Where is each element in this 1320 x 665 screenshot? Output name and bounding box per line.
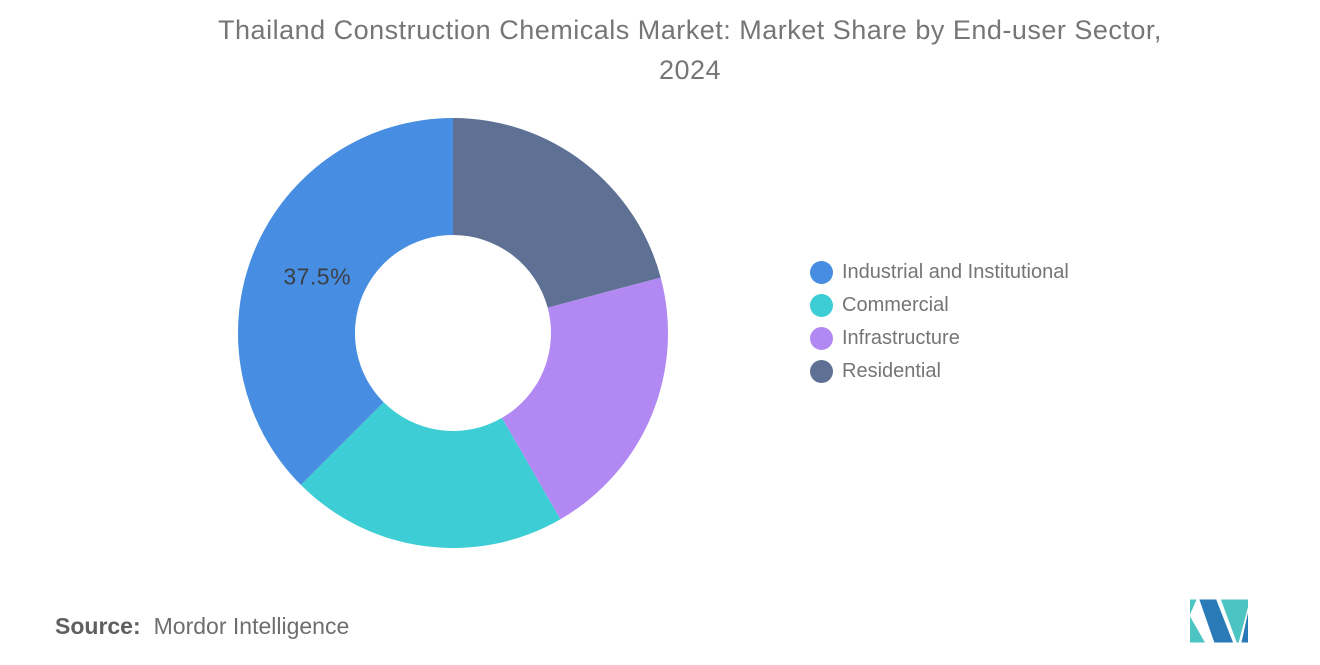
chart-title-line-1: Thailand Construction Chemicals Market: …	[218, 15, 1162, 45]
donut-slice-industrial-and-institutional[interactable]	[237, 117, 453, 486]
legend-label: Industrial and Institutional	[842, 261, 1069, 283]
donut-slice-commercial[interactable]	[300, 402, 561, 549]
legend-item-industrial-and-institutional[interactable]: Industrial and Institutional	[810, 261, 1069, 284]
donut-slice-infrastructure[interactable]	[501, 277, 669, 520]
legend-label: Residential	[842, 360, 941, 382]
legend-swatch-circle-icon	[810, 294, 833, 317]
legend-swatch-circle-icon	[810, 261, 833, 284]
chart-legend: Industrial and Institutional Commercial …	[810, 261, 1069, 383]
legend-swatch-circle-icon	[810, 360, 833, 383]
logo-shape-blue-diagonal	[1199, 599, 1234, 643]
chart-title: Thailand Construction Chemicals Market: …	[60, 10, 1320, 90]
legend-label: Commercial	[842, 294, 949, 316]
logo-shape-teal-right	[1220, 599, 1248, 643]
source-value: Mordor Intelligence	[153, 613, 350, 639]
mordor-intelligence-logo	[1190, 599, 1248, 643]
chart-title-line-2: 2024	[658, 55, 722, 85]
logo-shape-teal-bottom-left	[1190, 616, 1205, 643]
legend-swatch-circle-icon	[810, 327, 833, 350]
donut-slice-residential[interactable]	[453, 118, 661, 308]
slice-value-label: 37.5%	[283, 264, 351, 290]
legend-item-commercial[interactable]: Commercial	[810, 294, 1069, 317]
logo-shape-teal-top-left	[1190, 599, 1197, 615]
source-label: Source:	[55, 613, 141, 639]
legend-item-residential[interactable]: Residential	[810, 360, 1069, 383]
legend-label: Infrastructure	[842, 327, 960, 349]
legend-item-infrastructure[interactable]: Infrastructure	[810, 327, 1069, 350]
source-line: Source: Mordor Intelligence	[55, 613, 349, 640]
logo-shape-blue-right-triangle	[1241, 612, 1248, 643]
